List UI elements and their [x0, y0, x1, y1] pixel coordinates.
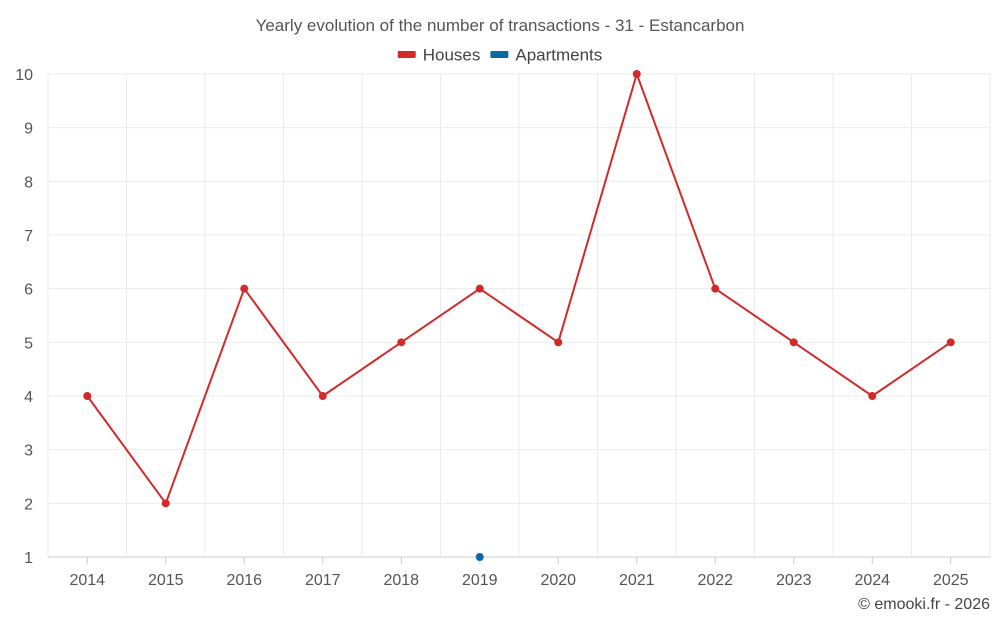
- x-tick-label: 2022: [697, 572, 733, 589]
- data-point-houses: [240, 284, 249, 293]
- legend-label: Houses: [423, 45, 481, 64]
- data-point-apartments: [475, 553, 484, 561]
- data-point-houses: [397, 338, 406, 347]
- x-tick-label: 2020: [540, 572, 576, 589]
- data-point-houses: [789, 338, 798, 347]
- x-axis: 2014 2015 2016 2017 2018 2019 2020 2021 2022 2023…: [69, 557, 969, 589]
- data-point-houses: [161, 499, 170, 508]
- credit-text: © emooki.fr - 2026: [858, 596, 990, 613]
- data-point-houses: [946, 338, 955, 347]
- x-tick-label: 2025: [933, 572, 969, 589]
- y-tick-label: 9: [24, 121, 33, 138]
- x-tick-label: 2023: [776, 572, 812, 589]
- x-tick-label: 2016: [226, 572, 262, 589]
- series-line-houses: [86, 73, 952, 505]
- series-layer: [83, 70, 955, 561]
- y-tick-label: 7: [24, 228, 33, 245]
- x-tick-label: 2015: [148, 572, 184, 589]
- y-tick-label: 2: [24, 496, 33, 513]
- legend-swatch: [397, 51, 416, 58]
- legend-item-apartments: Apartments: [490, 45, 602, 64]
- y-tick-label: 3: [24, 443, 33, 460]
- x-tick-label: 2018: [383, 572, 419, 589]
- legend-item-houses: Houses: [397, 45, 481, 64]
- data-point-houses: [318, 392, 327, 400]
- y-tick-label: 5: [24, 335, 33, 352]
- legend: Houses Apartments: [397, 45, 602, 64]
- y-tick-label: 10: [15, 67, 33, 84]
- data-point-houses: [711, 284, 720, 293]
- y-tick-label: 8: [24, 174, 33, 191]
- data-point-houses: [83, 392, 92, 400]
- x-tick-label: 2017: [305, 572, 341, 589]
- x-tick-label: 2021: [619, 572, 655, 589]
- y-tick-label: 6: [24, 282, 33, 299]
- x-tick-label: 2024: [854, 572, 890, 589]
- data-point-houses: [632, 70, 641, 78]
- data-point-houses: [868, 392, 877, 400]
- y-axis: 1 2 3 4 5 6 7 8 9 10: [15, 67, 33, 567]
- y-tick-label: 1: [24, 550, 33, 567]
- data-point-houses: [475, 284, 484, 293]
- data-point-houses: [554, 338, 563, 347]
- legend-swatch: [490, 51, 509, 58]
- x-tick-label: 2014: [69, 572, 105, 589]
- grid: [47, 73, 991, 558]
- chart-title: Yearly evolution of the number of transa…: [256, 16, 745, 35]
- x-tick-label: 2019: [462, 572, 498, 589]
- legend-label: Apartments: [515, 45, 602, 64]
- y-tick-label: 4: [24, 389, 33, 406]
